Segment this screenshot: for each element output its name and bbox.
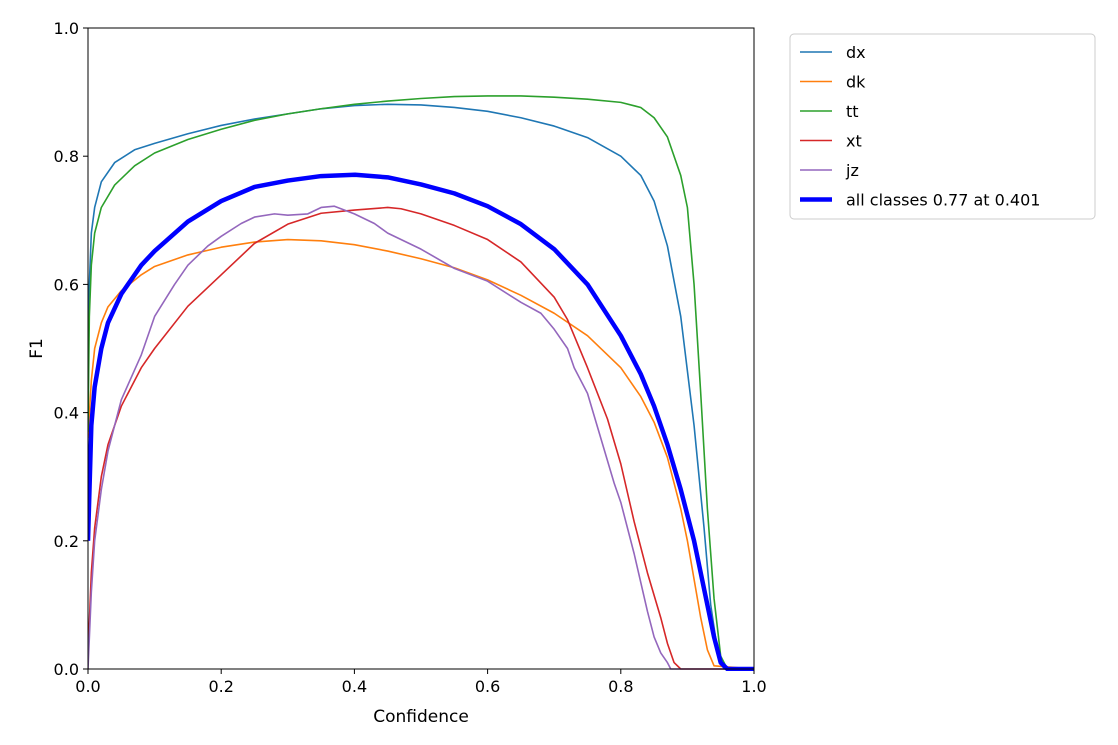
legend: dx dk tt xt jz all classes 0.77 at 0.401: [789, 33, 1096, 220]
legend-label: xt: [846, 132, 862, 151]
x-tick-label: 0.2: [208, 677, 233, 696]
x-tick-label: 0.0: [75, 677, 100, 696]
x-tick-label: 1.0: [741, 677, 766, 696]
x-tick-label: 0.4: [342, 677, 367, 696]
y-axis: 0.0 0.2 0.4 0.6 0.8 1.0: [54, 19, 88, 679]
x-axis: 0.0 0.2 0.4 0.6 0.8 1.0: [75, 669, 767, 696]
series-lines: [88, 95, 754, 671]
x-tick-label: 0.8: [608, 677, 633, 696]
legend-label: tt: [846, 102, 859, 121]
x-axis-label: Confidence: [373, 707, 469, 727]
x-tick-label: 0.6: [475, 677, 500, 696]
series-line-3: [88, 206, 754, 670]
legend-label: dk: [846, 73, 866, 92]
series-line-4: [88, 205, 754, 670]
y-tick-label: 0.4: [54, 404, 79, 423]
y-tick-label: 0.8: [54, 147, 79, 166]
y-tick-label: 0.2: [54, 532, 79, 551]
series-line-2: [88, 95, 754, 670]
y-tick-label: 0.0: [54, 660, 79, 679]
series-line-5: [88, 172, 754, 671]
legend-box: [789, 33, 1096, 220]
series-line-1: [88, 238, 754, 670]
y-tick-label: 1.0: [54, 19, 79, 38]
y-tick-label: 0.6: [54, 275, 79, 294]
legend-label: jz: [845, 161, 859, 180]
legend-label: all classes 0.77 at 0.401: [846, 191, 1040, 210]
series-line-0: [88, 103, 754, 670]
plot-area-frame: [87, 27, 755, 670]
y-axis-label: F1: [27, 338, 47, 359]
legend-label: dx: [846, 43, 866, 62]
